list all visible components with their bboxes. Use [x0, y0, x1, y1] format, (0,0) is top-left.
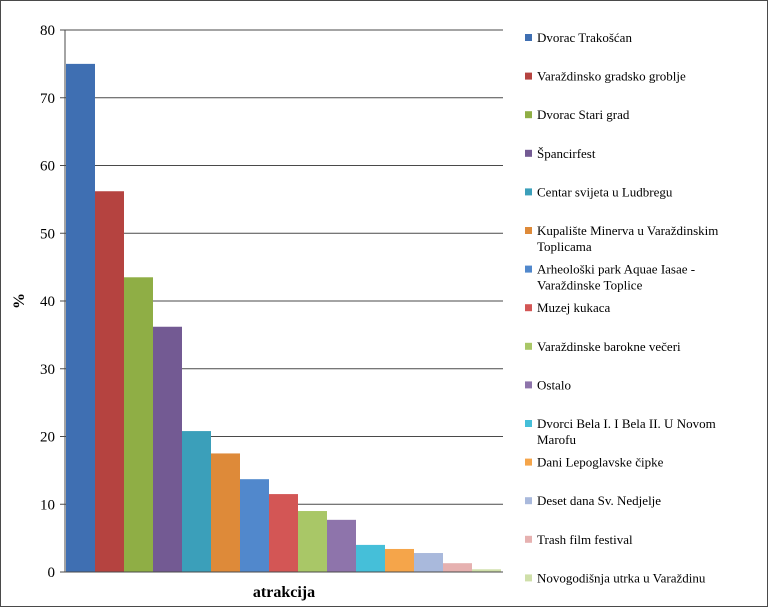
bars: [66, 63, 501, 572]
y-tick-label: 20: [40, 430, 55, 446]
bar: [211, 453, 240, 572]
bar: [414, 553, 443, 572]
legend-label: Varaždinske Toplice: [537, 278, 643, 293]
bar: [356, 544, 385, 572]
legend-label: Varaždinsko gradsko groblje: [537, 69, 686, 84]
legend-item: Varaždinske barokne večeri: [525, 339, 681, 354]
bar: [153, 326, 182, 572]
y-tick-label: 60: [40, 159, 55, 175]
bar: [298, 511, 327, 572]
bar: [472, 569, 501, 572]
bar: [269, 494, 298, 572]
legend-label: Trash film festival: [537, 532, 633, 547]
legend-item: Dvorac Trakošćan: [525, 30, 632, 45]
legend-label: Arheološki park Aquae Iasae -: [537, 262, 695, 277]
legend-swatch: [525, 342, 532, 350]
legend-label: Ostalo: [537, 377, 571, 392]
legend-item: Špancirfest: [525, 146, 596, 161]
y-tick-label: 40: [40, 294, 55, 310]
legend-label: Dvorac Stari grad: [537, 107, 630, 122]
legend-item: Centar svijeta u Ludbregu: [525, 184, 673, 199]
bar: [182, 431, 211, 572]
bar: [385, 548, 414, 572]
y-tick-label: 30: [40, 362, 55, 378]
legend-swatch: [525, 458, 532, 466]
legend-swatch: [525, 227, 532, 234]
bar: [327, 519, 356, 572]
legend-item: Kupalište Minerva u VaraždinskimToplicam…: [525, 223, 718, 254]
legend-swatch: [525, 188, 532, 196]
legend-label: Novogodišnja utrka u Varaždinu: [537, 570, 706, 585]
legend-label: Marofu: [537, 432, 576, 447]
legend-label: Dvorci Bela I. I Bela II. U Novom: [537, 416, 716, 431]
legend-label: Toplicama: [537, 239, 592, 254]
legend-label: Dvorac Trakošćan: [537, 30, 632, 45]
legend-swatch: [525, 265, 532, 273]
legend-swatch: [525, 149, 532, 157]
legend-label: Kupalište Minerva u Varaždinskim: [537, 223, 718, 238]
legend-swatch: [525, 535, 532, 543]
legend-item: Novogodišnja utrka u Varaždinu: [525, 570, 706, 585]
legend-label: Varaždinske barokne večeri: [537, 339, 681, 354]
legend-label: Deset dana Sv. Nedjelje: [537, 493, 661, 508]
legend-item: Varaždinsko gradsko groblje: [525, 69, 686, 84]
legend-swatch: [525, 72, 532, 80]
y-tick-label: 70: [40, 91, 55, 107]
y-tick-label: 0: [48, 565, 56, 581]
legend-swatch: [525, 497, 532, 505]
legend-item: Ostalo: [525, 377, 571, 392]
legend-swatch: [525, 111, 532, 119]
legend-swatch: [525, 420, 532, 427]
bar: [443, 563, 472, 572]
bar: [66, 63, 95, 572]
legend-label: Centar svijeta u Ludbregu: [537, 184, 673, 199]
y-axis-title: %: [11, 293, 28, 309]
legend-swatch: [525, 304, 532, 312]
legend-swatch: [525, 574, 532, 582]
y-tick-label: 10: [40, 497, 55, 513]
bar: [95, 191, 124, 572]
legend-item: Deset dana Sv. Nedjelje: [525, 493, 661, 508]
legend-label: Dani Lepoglavske čipke: [537, 455, 664, 470]
x-axis-title: atrakcija: [253, 584, 315, 601]
legend-swatch: [525, 381, 532, 389]
legend-item: Muzej kukaca: [525, 300, 611, 315]
legend-item: Dvorac Stari grad: [525, 107, 630, 122]
legend: Dvorac Trakošćan Varaždinsko gradsko grob…: [525, 30, 718, 585]
bar: [124, 277, 153, 572]
legend-item: Dani Lepoglavske čipke: [525, 455, 664, 470]
legend-item: Trash film festival: [525, 532, 633, 547]
y-tick-labels: 0 10 20 30 40 50 60 70 80: [40, 23, 65, 581]
bar: [240, 479, 269, 572]
y-tick-label: 50: [40, 226, 55, 242]
legend-swatch: [525, 34, 532, 41]
legend-item: Arheološki park Aquae Iasae -Varaždinske…: [525, 262, 695, 293]
legend-label: Špancirfest: [537, 146, 596, 161]
y-tick-label: 80: [40, 23, 55, 39]
legend-label: Muzej kukaca: [537, 300, 611, 315]
